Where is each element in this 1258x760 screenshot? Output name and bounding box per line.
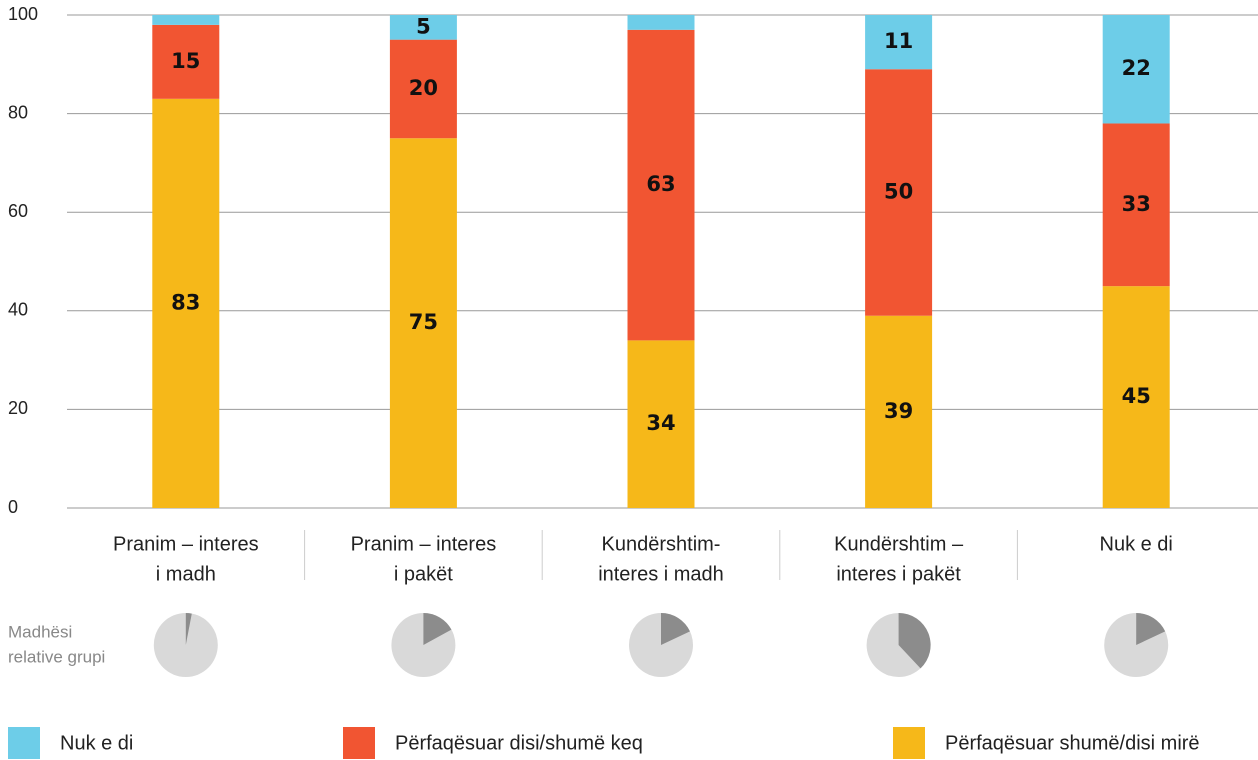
legend-label: Përfaqësuar shumë/disi mirë	[945, 732, 1200, 754]
pie-slice	[898, 613, 931, 669]
y-tick-label: 0	[8, 497, 18, 517]
value-label: 63	[646, 172, 675, 196]
bar-segment	[152, 15, 220, 25]
pie-slice	[661, 613, 690, 645]
y-tick-label: 40	[8, 300, 28, 320]
legend-swatch	[343, 727, 375, 759]
bar-segment	[627, 15, 695, 30]
bar-segment	[152, 24, 220, 99]
bar-segment	[1102, 15, 1170, 124]
pie-label: Madhësi	[8, 622, 72, 641]
value-label: 50	[884, 179, 913, 203]
value-label: 75	[409, 310, 438, 334]
x-tick-label: Kundërshtim –	[834, 533, 964, 555]
bar-segment	[389, 138, 457, 508]
value-label: 39	[884, 399, 913, 423]
legend-swatch	[893, 727, 925, 759]
value-label: 22	[1122, 56, 1151, 80]
bar-segment	[389, 39, 457, 139]
value-label: 45	[1122, 384, 1151, 408]
legend-swatch	[8, 727, 40, 759]
value-label: 20	[409, 76, 438, 100]
x-tick-label: i pakët	[394, 563, 453, 585]
bar-segment	[1102, 123, 1170, 287]
legend-label: Përfaqësuar disi/shumë keq	[395, 732, 643, 754]
y-tick-label: 100	[8, 4, 38, 24]
x-tick-label: i madh	[156, 563, 216, 585]
bar-segment	[389, 15, 457, 40]
legend-label: Nuk e di	[60, 732, 133, 754]
pie-slice	[185, 613, 192, 645]
value-label: 33	[1122, 192, 1151, 216]
bar-segment	[627, 340, 695, 508]
pie-label: relative grupi	[8, 647, 105, 666]
x-tick-label: Pranim – interes	[351, 533, 497, 555]
x-tick-label: Nuk e di	[1100, 533, 1173, 555]
x-tick-label: Kundërshtim-	[602, 533, 721, 555]
bar-segment	[627, 29, 695, 341]
pie-slice	[1136, 612, 1166, 645]
value-label: 11	[884, 29, 913, 53]
bar-segment	[865, 15, 933, 70]
pie-slice	[423, 613, 452, 645]
y-tick-label: 60	[8, 201, 28, 221]
x-tick-label: interes i pakët	[836, 563, 961, 585]
value-label: 5	[416, 14, 431, 38]
bar-segment	[152, 98, 220, 508]
bar-segment	[865, 315, 933, 508]
x-tick-label: Pranim – interes	[113, 533, 259, 555]
bar-segment	[865, 69, 933, 316]
value-label: 15	[171, 49, 200, 73]
x-tick-label: interes i madh	[598, 563, 724, 585]
value-label: 34	[646, 411, 675, 435]
value-label: 83	[171, 290, 200, 314]
y-tick-label: 20	[8, 398, 28, 418]
y-tick-label: 80	[8, 102, 28, 122]
bar-segment	[1102, 286, 1170, 508]
